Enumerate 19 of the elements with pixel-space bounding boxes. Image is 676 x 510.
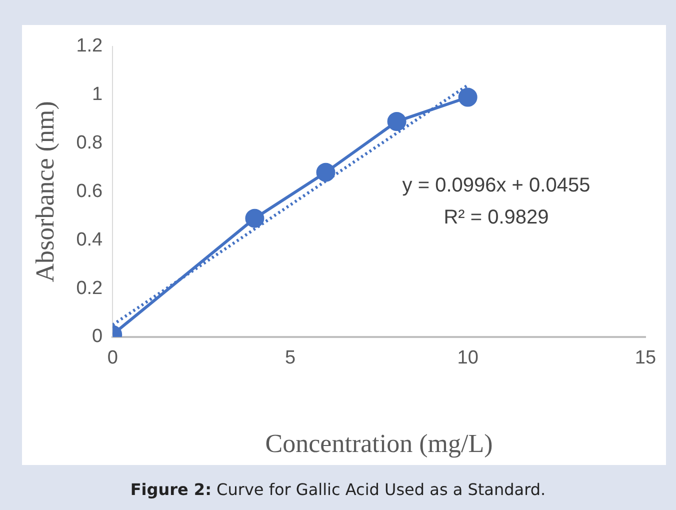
- y-axis-title: Absorbance (nm): [30, 101, 60, 282]
- y-tick-label: 1.2: [76, 36, 103, 57]
- x-tick-label: 15: [634, 348, 656, 369]
- y-tick-label: 0.4: [76, 229, 104, 250]
- x-tick-label: 5: [284, 348, 296, 369]
- y-tick-label: 0: [92, 326, 103, 348]
- annotation: y = 0.0996x + 0.0455: [402, 174, 590, 196]
- y-tick-label: 0.6: [76, 180, 103, 202]
- x-tick-label: 0: [107, 348, 118, 369]
- y-tick-label: 1: [92, 84, 103, 106]
- y-tick-label: 0.2: [76, 278, 103, 299]
- annotation: R² = 0.9829: [444, 206, 549, 228]
- point: [387, 112, 406, 131]
- caption: Figure 2: Curve for Gallic Acid Used as a Standard.: [129, 480, 547, 499]
- x-tick-label: 10: [457, 348, 478, 369]
- point: [316, 162, 336, 182]
- y-tick-label: 0.8: [76, 132, 103, 154]
- point: [458, 88, 478, 107]
- x-axis-title: Concentration (mg/L): [265, 429, 493, 458]
